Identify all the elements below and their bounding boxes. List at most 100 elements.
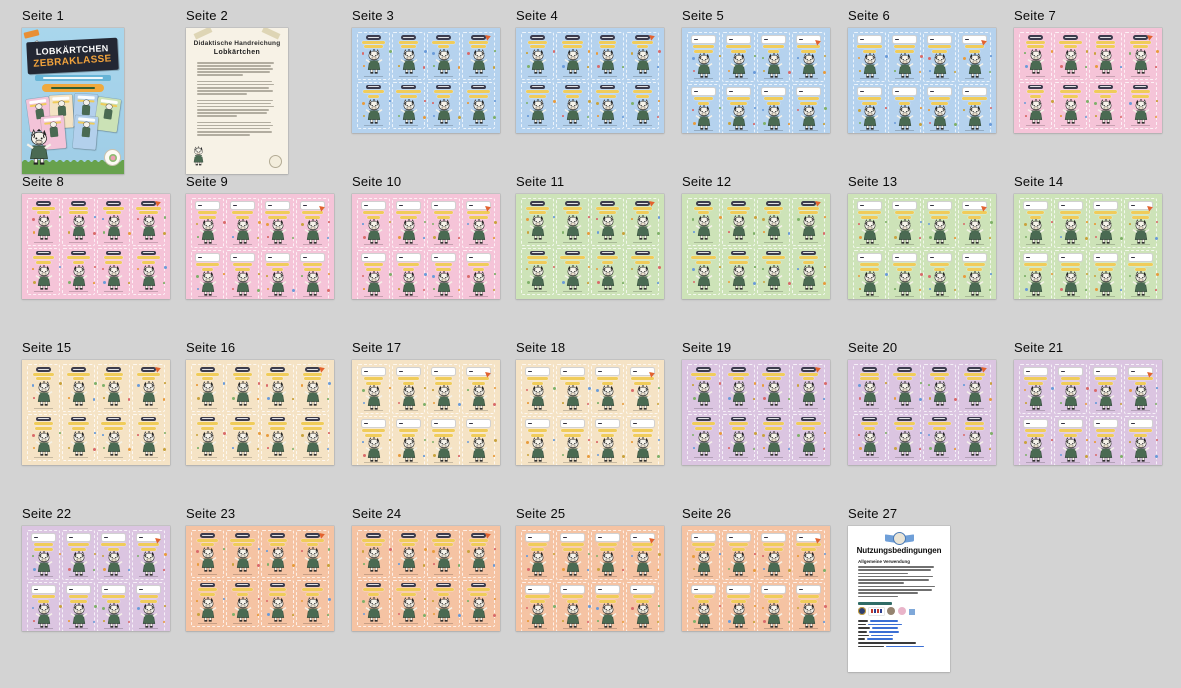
card-footer-line xyxy=(268,623,287,624)
card-title-banner xyxy=(140,416,157,421)
confetti-doodle-icon xyxy=(467,550,470,554)
praise-card xyxy=(958,249,992,299)
page-thumbnail-26[interactable] xyxy=(682,526,830,631)
praise-card xyxy=(357,198,392,248)
confetti-doodle-icon xyxy=(527,401,529,404)
confetti-doodle-icon xyxy=(693,69,696,73)
card-footer-line xyxy=(895,457,914,458)
page-thumbnail-4[interactable] xyxy=(516,28,664,133)
page-thumbnail-2[interactable]: Didaktische Handreichung Lobkärtchen xyxy=(186,28,288,174)
confetti-doodle-icon xyxy=(363,612,366,616)
card-illustration xyxy=(1022,385,1054,410)
praise-card xyxy=(261,579,294,627)
page-thumbnail-20[interactable] xyxy=(848,360,996,465)
card-footer-line xyxy=(895,407,914,409)
card-praise-text-line xyxy=(697,211,710,215)
page-thumbnail-12[interactable] xyxy=(682,194,830,299)
card-footer-line xyxy=(633,125,652,126)
confetti-doodle-icon xyxy=(93,620,96,624)
card-footer-line xyxy=(434,125,453,126)
confetti-doodle-icon xyxy=(858,274,861,278)
card-praise-text-line xyxy=(70,599,87,603)
confetti-doodle-icon xyxy=(762,433,765,437)
card-footer-line xyxy=(434,295,453,297)
page-thumbnail-14[interactable] xyxy=(1014,194,1162,299)
page-thumbnail-25[interactable] xyxy=(516,526,664,631)
page-thumbnail-23[interactable] xyxy=(186,526,334,631)
confetti-doodle-icon xyxy=(433,453,436,457)
zebra-mascot-icon xyxy=(931,270,948,296)
zebra-mascot-icon xyxy=(861,53,878,78)
praise-card xyxy=(1124,249,1159,299)
card-title-banner xyxy=(529,250,546,255)
bullet-text-line xyxy=(858,569,932,571)
confetti-doodle-icon xyxy=(1094,222,1096,225)
card-footer-line xyxy=(1061,295,1080,297)
praise-card xyxy=(392,579,426,627)
confetti-doodle-icon xyxy=(597,114,599,117)
page-thumbnail-24[interactable] xyxy=(352,526,500,631)
confetti-doodle-icon xyxy=(763,619,766,623)
page-thumbnail-1[interactable]: LOBKÄRTCHEN ZEBRAKLASSE xyxy=(22,28,124,174)
contact-link[interactable] xyxy=(871,634,893,637)
page-thumbnail-17[interactable] xyxy=(352,360,500,465)
contact-link[interactable] xyxy=(867,638,893,640)
card-name-field xyxy=(856,252,883,262)
contact-link[interactable] xyxy=(870,620,898,622)
confetti-doodle-icon xyxy=(527,280,530,284)
card-title-banner xyxy=(599,250,616,255)
card-praise-text-line xyxy=(232,263,253,267)
confetti-doodle-icon xyxy=(894,446,897,450)
contact-link[interactable] xyxy=(869,631,899,633)
card-footer-line xyxy=(34,627,53,629)
confetti-doodle-icon xyxy=(657,402,660,406)
corner-tag-icon xyxy=(23,29,40,39)
confetti-doodle-icon xyxy=(919,122,922,126)
confetti-doodle-icon xyxy=(823,568,826,572)
confetti-doodle-icon xyxy=(137,554,140,558)
card-footer-line xyxy=(69,241,88,243)
card-footer-line xyxy=(469,125,488,126)
card-illustration xyxy=(430,596,461,623)
card-title-banner xyxy=(365,533,382,538)
card-illustration xyxy=(65,264,97,291)
card-praise-text-line xyxy=(1027,433,1044,437)
page-thumbnail-3[interactable] xyxy=(352,28,500,133)
page-thumbnail-15[interactable] xyxy=(22,360,170,465)
confetti-doodle-icon xyxy=(1025,65,1028,69)
card-praise-text-line xyxy=(861,215,878,219)
page-thumbnail-11[interactable] xyxy=(516,194,664,299)
page-thumbnail-18[interactable] xyxy=(516,360,664,465)
page-thumbnail-22[interactable] xyxy=(22,526,170,631)
card-praise-text-line xyxy=(898,101,911,105)
confetti-doodle-icon xyxy=(562,567,565,571)
card-footer-line xyxy=(434,623,453,624)
confetti-doodle-icon xyxy=(622,66,624,69)
card-illustration xyxy=(1092,98,1123,125)
contact-link[interactable] xyxy=(868,623,902,626)
confetti-doodle-icon xyxy=(389,597,391,600)
page-thumbnail-8[interactable] xyxy=(22,194,170,299)
card-footer-line xyxy=(598,291,617,292)
page-thumbnail-13[interactable] xyxy=(848,194,996,299)
card-name-field xyxy=(629,584,656,594)
page-thumbnail-7[interactable] xyxy=(1014,28,1162,133)
card-illustration xyxy=(961,204,993,244)
page-thumbnail-9[interactable] xyxy=(186,194,334,299)
contact-link[interactable] xyxy=(872,627,898,629)
footer-link[interactable] xyxy=(886,645,924,648)
confetti-doodle-icon xyxy=(389,386,391,389)
page-thumbnail-10[interactable] xyxy=(352,194,500,299)
confetti-doodle-icon xyxy=(301,274,303,277)
page-thumbnail-21[interactable] xyxy=(1014,360,1162,465)
page-thumbnail-27[interactable]: Nutzungsbedingungen Allgemeine Verwendung xyxy=(848,526,950,672)
card-footer-line xyxy=(729,575,748,577)
page-thumbnail-16[interactable] xyxy=(186,360,334,465)
card-praise-text-line xyxy=(601,381,614,385)
page-thumbnail-5[interactable] xyxy=(682,28,830,133)
card-footer-line xyxy=(198,295,217,297)
page-thumbnail-19[interactable] xyxy=(682,360,830,465)
page-thumbnail-6[interactable] xyxy=(848,28,996,133)
zebra-mascot-icon xyxy=(365,547,382,573)
confetti-doodle-icon xyxy=(327,236,330,240)
